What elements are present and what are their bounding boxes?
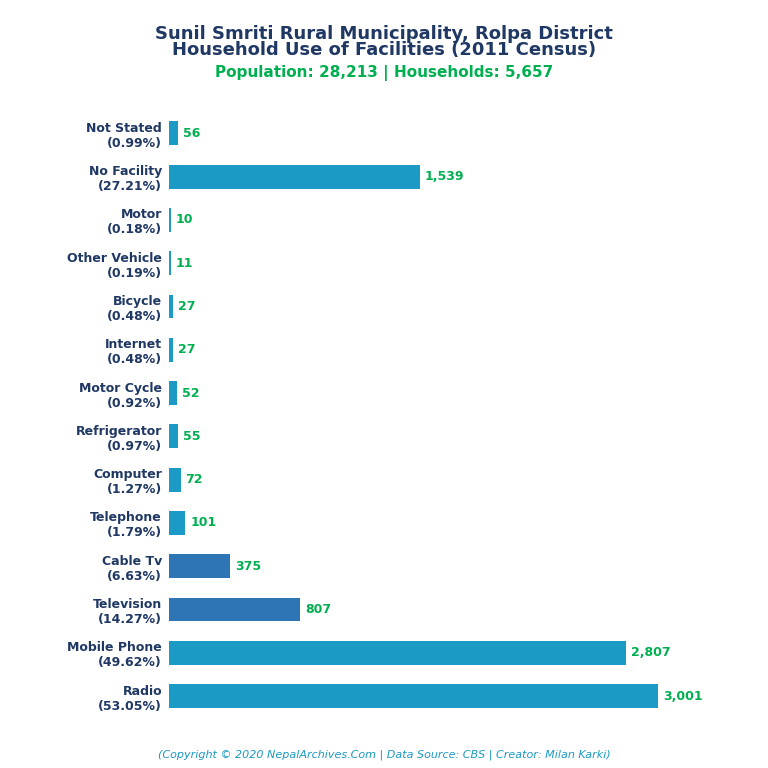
Text: 10: 10 [175, 214, 193, 227]
Text: 101: 101 [190, 516, 217, 529]
Text: 11: 11 [176, 257, 193, 270]
Bar [169, 511, 185, 535]
Bar [169, 598, 300, 621]
Text: Household Use of Facilities (2011 Census): Household Use of Facilities (2011 Census… [172, 41, 596, 58]
Text: (Copyright © 2020 NepalArchives.Com | Data Source: CBS | Creator: Milan Karki): (Copyright © 2020 NepalArchives.Com | Da… [157, 750, 611, 760]
Bar [169, 425, 178, 449]
Bar [169, 165, 419, 189]
Text: 2,807: 2,807 [631, 646, 670, 659]
Text: 72: 72 [186, 473, 203, 486]
Text: 807: 807 [306, 603, 332, 616]
Text: 56: 56 [183, 127, 200, 140]
Bar [169, 295, 174, 319]
Text: 55: 55 [183, 430, 200, 443]
Bar [169, 251, 170, 275]
Bar [169, 338, 174, 362]
Text: 3,001: 3,001 [663, 690, 703, 703]
Bar [169, 208, 170, 232]
Bar [169, 381, 177, 405]
Bar [169, 468, 180, 492]
Text: Sunil Smriti Rural Municipality, Rolpa District: Sunil Smriti Rural Municipality, Rolpa D… [155, 25, 613, 42]
Bar [169, 641, 626, 664]
Text: 27: 27 [178, 343, 196, 356]
Bar [169, 684, 658, 708]
Text: Population: 28,213 | Households: 5,657: Population: 28,213 | Households: 5,657 [215, 65, 553, 81]
Text: 27: 27 [178, 300, 196, 313]
Text: 52: 52 [182, 386, 200, 399]
Text: 1,539: 1,539 [425, 170, 464, 184]
Bar [169, 121, 178, 145]
Text: 375: 375 [235, 560, 261, 573]
Bar [169, 554, 230, 578]
